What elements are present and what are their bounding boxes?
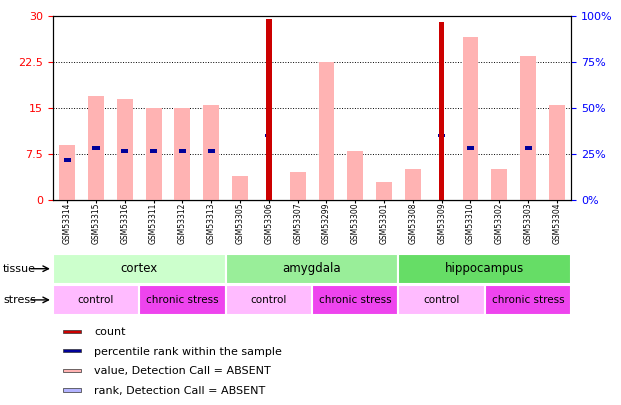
- Text: tissue: tissue: [3, 264, 36, 274]
- Text: GSM53313: GSM53313: [207, 202, 215, 244]
- Bar: [232, 191, 248, 200]
- Text: GSM53312: GSM53312: [178, 202, 187, 244]
- Text: GSM53316: GSM53316: [120, 202, 129, 244]
- Bar: [150, 149, 157, 153]
- Bar: [290, 191, 306, 200]
- Text: GSM53306: GSM53306: [265, 202, 273, 244]
- Text: control: control: [424, 295, 460, 305]
- Bar: [347, 154, 363, 200]
- Text: GSM53303: GSM53303: [524, 202, 533, 244]
- Bar: [265, 134, 273, 137]
- Text: percentile rank within the sample: percentile rank within the sample: [94, 347, 282, 356]
- Bar: [53, 285, 139, 315]
- Bar: [207, 149, 215, 153]
- Text: GSM53315: GSM53315: [91, 202, 101, 244]
- Bar: [88, 96, 104, 200]
- Text: GSM53304: GSM53304: [553, 202, 561, 244]
- Text: control: control: [251, 295, 287, 305]
- Bar: [290, 173, 306, 200]
- Bar: [491, 191, 507, 200]
- Text: value, Detection Call = ABSENT: value, Detection Call = ABSENT: [94, 366, 271, 376]
- Text: count: count: [94, 327, 126, 337]
- Text: GSM53307: GSM53307: [293, 202, 302, 244]
- Text: cortex: cortex: [120, 262, 158, 275]
- Text: amygdala: amygdala: [283, 262, 342, 275]
- Bar: [121, 149, 129, 153]
- Bar: [376, 181, 392, 200]
- Bar: [63, 349, 81, 352]
- Text: chronic stress: chronic stress: [319, 295, 392, 305]
- Text: GSM53305: GSM53305: [235, 202, 245, 244]
- Text: GSM53300: GSM53300: [351, 202, 360, 244]
- Bar: [549, 154, 565, 200]
- Bar: [525, 146, 532, 150]
- Bar: [63, 369, 81, 372]
- Bar: [520, 56, 536, 200]
- Bar: [139, 285, 225, 315]
- Bar: [146, 108, 161, 200]
- Bar: [59, 145, 75, 200]
- Bar: [485, 285, 571, 315]
- Bar: [438, 134, 445, 137]
- Text: rank, Detection Call = ABSENT: rank, Detection Call = ABSENT: [94, 386, 266, 396]
- Text: GSM53314: GSM53314: [63, 202, 71, 244]
- Bar: [63, 330, 81, 333]
- Text: control: control: [78, 295, 114, 305]
- Text: GSM53302: GSM53302: [495, 202, 504, 244]
- Bar: [203, 105, 219, 200]
- Bar: [232, 175, 248, 200]
- Bar: [319, 62, 334, 200]
- Bar: [549, 105, 565, 200]
- Text: GSM53311: GSM53311: [149, 202, 158, 244]
- Bar: [312, 285, 399, 315]
- Bar: [266, 19, 271, 200]
- Text: stress: stress: [3, 295, 36, 305]
- Bar: [467, 146, 474, 150]
- Text: GSM53310: GSM53310: [466, 202, 475, 244]
- Bar: [93, 146, 99, 150]
- Bar: [405, 191, 421, 200]
- Bar: [175, 108, 191, 200]
- Text: GSM53301: GSM53301: [379, 202, 389, 244]
- Bar: [225, 254, 399, 284]
- Bar: [63, 388, 81, 392]
- Bar: [491, 169, 507, 200]
- Bar: [63, 158, 71, 162]
- Bar: [376, 194, 392, 200]
- Bar: [463, 191, 478, 200]
- Bar: [225, 285, 312, 315]
- Bar: [117, 99, 133, 200]
- Text: chronic stress: chronic stress: [146, 295, 219, 305]
- Bar: [463, 37, 478, 200]
- Text: GSM53309: GSM53309: [437, 202, 446, 244]
- Text: GSM53299: GSM53299: [322, 202, 331, 244]
- Text: GSM53308: GSM53308: [409, 202, 417, 244]
- Bar: [439, 22, 445, 200]
- Bar: [347, 151, 363, 200]
- Bar: [179, 149, 186, 153]
- Bar: [405, 169, 421, 200]
- Bar: [399, 254, 571, 284]
- Text: chronic stress: chronic stress: [492, 295, 564, 305]
- Text: hippocampus: hippocampus: [445, 262, 525, 275]
- Bar: [399, 285, 485, 315]
- Bar: [53, 254, 225, 284]
